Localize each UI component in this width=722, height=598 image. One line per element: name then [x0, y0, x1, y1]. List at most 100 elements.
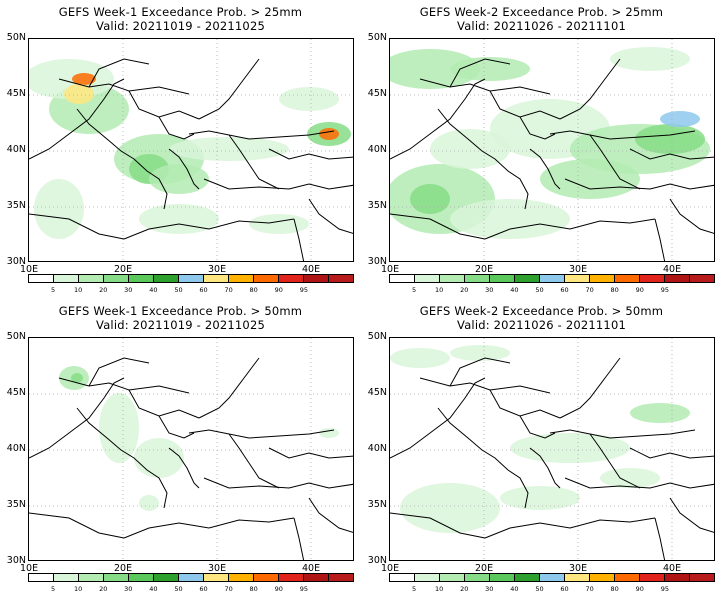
- valid-dates: Valid: 20211026 - 20211101: [457, 318, 626, 332]
- map-area: [28, 38, 354, 262]
- coastline-border: [654, 218, 666, 261]
- lat-tick-label: 40N: [367, 443, 387, 454]
- colorbar-label: 40: [510, 585, 519, 593]
- coastline-border: [188, 429, 335, 439]
- colorbar-swatch: [690, 275, 714, 282]
- lat-tick-label: 50N: [6, 32, 26, 43]
- coastline-border: [549, 429, 696, 439]
- probability-area: [169, 137, 289, 161]
- probability-area: [29, 59, 114, 99]
- lon-tick-label: 20E: [475, 563, 494, 574]
- lon-tick-label: 10E: [20, 264, 39, 275]
- valid-dates: Valid: 20211019 - 20211025: [96, 19, 265, 33]
- probability-area: [500, 486, 580, 510]
- coastline-border: [484, 218, 656, 240]
- colorbar-label: 80: [610, 585, 619, 593]
- colorbar-swatch: [640, 275, 665, 282]
- map-area: [28, 337, 354, 561]
- lon-tick-label: 20E: [475, 264, 494, 275]
- colorbar-swatch: [229, 574, 254, 581]
- colorbar-swatch: [154, 574, 179, 581]
- colorbar-swatch: [104, 574, 129, 581]
- colorbar-swatch: [329, 275, 353, 282]
- colorbar-swatch: [329, 574, 353, 581]
- coastline-border: [158, 116, 195, 140]
- lat-tick-label: 45N: [367, 387, 387, 398]
- probability-area: [635, 124, 705, 154]
- coastline-border: [128, 90, 200, 120]
- lon-tick-label: 30E: [208, 563, 227, 574]
- colorbar-swatch: [415, 574, 440, 581]
- colorbar-swatch: [179, 275, 204, 282]
- colorbar-label: 90: [635, 585, 644, 593]
- colorbar-label: 60: [560, 286, 569, 294]
- probability-area: [430, 129, 510, 169]
- coastline-border: [308, 497, 353, 533]
- probability-area: [660, 111, 700, 127]
- coastline-border: [168, 148, 200, 190]
- colorbar-label: 50: [174, 286, 183, 294]
- coastline-border: [390, 377, 486, 459]
- coastline-border: [268, 148, 353, 160]
- colorbar-swatch: [154, 275, 179, 282]
- coastline-border: [248, 462, 280, 489]
- lat-tick-label: 50N: [367, 32, 387, 43]
- probability-area: [149, 164, 209, 194]
- colorbar-swatch: [204, 275, 229, 282]
- colorbar-label: 70: [585, 286, 594, 294]
- probability-area: [450, 57, 530, 81]
- colorbar-swatch: [440, 275, 465, 282]
- lat-tick-label: 45N: [6, 387, 26, 398]
- colorbar-swatch: [490, 275, 515, 282]
- coastline-border: [437, 407, 529, 509]
- coastline-border: [449, 58, 511, 88]
- coastline-border: [564, 178, 714, 190]
- probability-area: [450, 199, 570, 239]
- coastline-border: [29, 78, 125, 160]
- lat-tick-label: 45N: [367, 88, 387, 99]
- lon-tick-label: 40E: [302, 563, 321, 574]
- colorbar-label: 5: [411, 286, 417, 294]
- coastline-border: [529, 148, 561, 190]
- lat-tick-label: 40N: [367, 144, 387, 155]
- lat-tick-label: 35N: [6, 499, 26, 510]
- coastline-border: [519, 415, 556, 439]
- colorbar-swatch: [540, 275, 565, 282]
- colorbar-swatch: [540, 574, 565, 581]
- colorbar-swatch: [440, 574, 465, 581]
- colorbar-label: 70: [224, 585, 233, 593]
- map-panel: GEFS Week-1 Exceedance Prob. > 25mm Valid…: [0, 0, 361, 299]
- coastline-border: [559, 357, 621, 419]
- colorbar-label: 20: [460, 286, 469, 294]
- colorbar: [389, 274, 715, 283]
- coastline-border: [437, 108, 529, 210]
- colorbar-swatch: [690, 574, 714, 581]
- lat-tick-label: 45N: [6, 88, 26, 99]
- probability-area: [400, 483, 500, 533]
- colorbar-swatch: [254, 574, 279, 581]
- probability-area: [410, 184, 450, 214]
- colorbar-swatch: [29, 275, 54, 282]
- colorbar-swatch: [179, 574, 204, 581]
- colorbar-label: 30: [485, 286, 494, 294]
- colorbar-swatch: [665, 574, 690, 581]
- probability-area: [72, 73, 96, 85]
- map-panel: GEFS Week-2 Exceedance Prob. > 25mm Valid…: [361, 0, 722, 299]
- colorbar-label: 30: [124, 286, 133, 294]
- lat-tick-label: 30N: [367, 555, 387, 566]
- colorbar-label: 5: [50, 585, 56, 593]
- colorbar-label: 80: [249, 585, 258, 593]
- colorbar-swatch: [615, 275, 640, 282]
- coastline-border: [564, 477, 714, 489]
- colorbar-label: 95: [299, 585, 308, 593]
- colorbar-label: 30: [485, 585, 494, 593]
- colorbar-label: 5: [411, 585, 417, 593]
- colorbar-swatch: [640, 574, 665, 581]
- colorbar-swatch: [29, 574, 54, 581]
- colorbar-label: 20: [460, 585, 469, 593]
- colorbar-label: 90: [274, 585, 283, 593]
- probability-area: [99, 393, 139, 463]
- panel-title: GEFS Week-2 Exceedance Prob. > 50mm: [419, 304, 664, 318]
- lon-tick-label: 30E: [569, 264, 588, 275]
- lat-tick-label: 40N: [6, 144, 26, 155]
